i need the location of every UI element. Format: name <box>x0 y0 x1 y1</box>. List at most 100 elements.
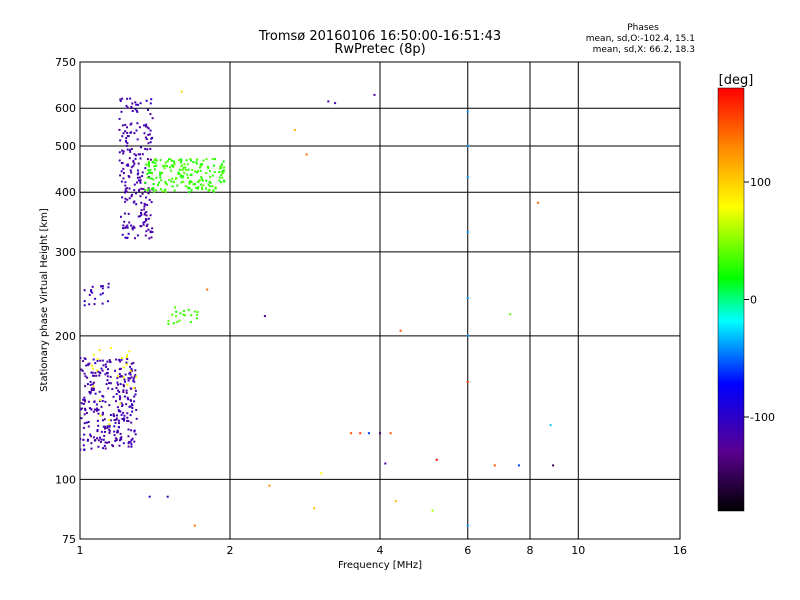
data-point <box>134 369 137 372</box>
data-point <box>98 349 101 352</box>
data-point <box>124 226 127 229</box>
data-point <box>120 402 123 405</box>
data-point <box>85 412 88 414</box>
data-point <box>120 436 123 439</box>
data-point <box>136 176 139 179</box>
data-point <box>155 164 158 167</box>
data-point <box>153 190 156 193</box>
data-point <box>136 110 139 113</box>
data-point <box>124 181 127 184</box>
data-point <box>130 387 133 390</box>
data-point <box>83 304 86 307</box>
data-point <box>107 286 110 289</box>
data-point <box>187 168 190 171</box>
data-point <box>87 438 89 441</box>
data-point <box>134 101 137 104</box>
data-point <box>91 383 94 386</box>
data-point <box>148 177 151 180</box>
data-point <box>135 154 137 157</box>
data-point <box>100 430 103 433</box>
data-point <box>220 166 223 169</box>
data-point <box>97 412 100 415</box>
data-point <box>152 183 155 185</box>
data-point <box>104 400 107 403</box>
data-point <box>139 181 142 184</box>
data-point <box>206 288 209 291</box>
data-point <box>131 403 133 406</box>
data-point <box>151 187 153 190</box>
data-point <box>129 97 132 100</box>
data-point <box>149 113 152 116</box>
data-point <box>350 432 353 435</box>
data-point <box>100 285 102 288</box>
data-point <box>190 189 193 192</box>
data-point <box>313 507 316 510</box>
data-point <box>147 163 150 166</box>
data-point <box>122 383 125 386</box>
data-point <box>394 500 397 503</box>
data-point <box>195 161 198 164</box>
data-point <box>118 358 121 361</box>
data-point <box>122 376 125 379</box>
data-point <box>133 132 136 135</box>
data-point <box>125 144 128 147</box>
data-point <box>102 438 105 441</box>
data-point <box>133 189 136 192</box>
data-point <box>120 358 123 361</box>
data-point <box>91 291 94 294</box>
data-point <box>148 237 151 240</box>
data-point <box>202 159 205 162</box>
data-point <box>116 377 119 380</box>
data-point <box>101 413 104 416</box>
data-point <box>223 180 226 183</box>
data-point <box>99 399 102 401</box>
data-point <box>192 161 195 163</box>
data-point <box>151 231 154 233</box>
data-point <box>120 162 123 164</box>
data-point <box>92 385 95 388</box>
data-point <box>129 371 132 374</box>
data-point <box>129 441 132 444</box>
data-point <box>218 171 221 174</box>
data-point <box>83 449 86 451</box>
data-point <box>150 177 153 180</box>
data-point <box>112 413 115 416</box>
data-point <box>142 188 145 191</box>
data-point <box>80 402 83 405</box>
data-point <box>84 375 87 378</box>
data-point <box>130 131 133 134</box>
data-point <box>182 175 185 178</box>
data-point <box>142 223 145 226</box>
data-point <box>218 167 221 170</box>
data-point <box>132 225 135 228</box>
data-point <box>125 164 128 167</box>
data-point <box>90 389 93 392</box>
data-point <box>82 438 85 441</box>
data-point <box>126 226 129 229</box>
data-point <box>140 201 143 204</box>
data-point <box>139 215 142 217</box>
data-point <box>109 419 112 422</box>
data-point <box>118 373 121 375</box>
data-point <box>122 177 125 180</box>
data-point <box>132 379 135 382</box>
data-point <box>114 421 117 424</box>
data-point <box>133 153 136 156</box>
data-point <box>99 441 102 443</box>
data-point <box>161 190 164 193</box>
data-point <box>127 164 130 167</box>
data-point <box>125 391 128 394</box>
data-point <box>99 372 102 375</box>
data-point <box>80 368 83 371</box>
data-point <box>124 236 127 239</box>
data-point <box>200 163 203 166</box>
data-point <box>143 213 146 216</box>
data-point <box>183 314 186 317</box>
data-point <box>101 292 104 295</box>
data-point <box>173 163 176 166</box>
data-point <box>128 377 131 380</box>
data-point <box>145 138 148 141</box>
data-point <box>133 183 136 186</box>
data-point <box>200 176 203 179</box>
data-point <box>96 357 99 360</box>
